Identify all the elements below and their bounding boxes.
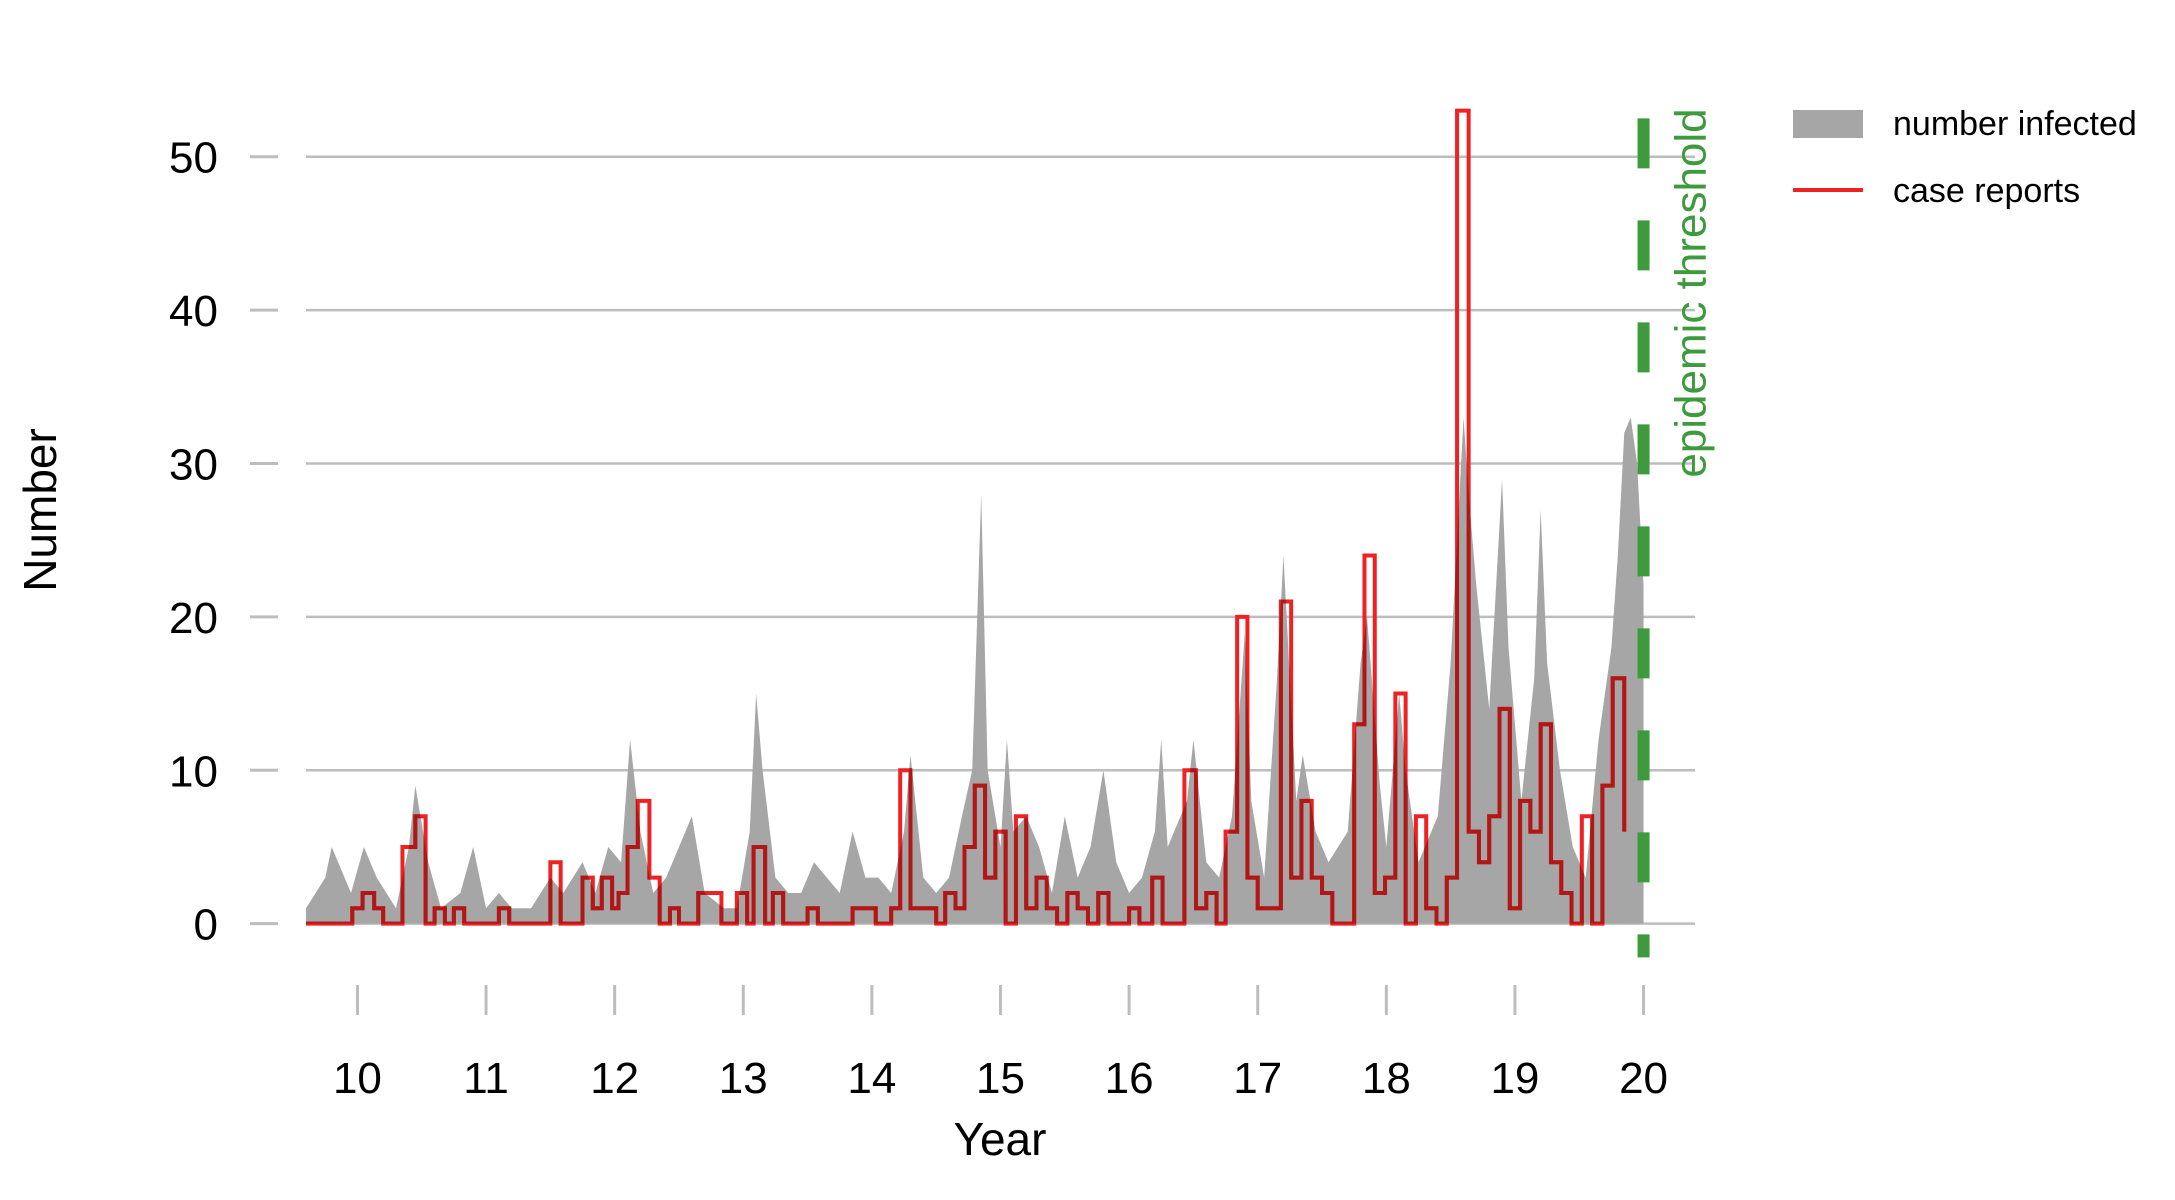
x-tick-label-12: 12 <box>590 1054 639 1103</box>
legend-label-number-infected: number infected <box>1893 105 2137 143</box>
legend-swatch-number-infected <box>1793 110 1863 138</box>
y-tick-label-30: 30 <box>169 440 218 489</box>
x-tick-label-20: 20 <box>1619 1054 1668 1103</box>
x-tick-label-10: 10 <box>333 1054 382 1103</box>
y-tick-label-50: 50 <box>169 134 218 183</box>
epidemic-threshold-label: epidemic threshold <box>1667 108 1716 477</box>
y-axis-label: Number <box>14 428 66 592</box>
series-number-infected-area <box>306 417 1644 924</box>
legend-label-case-reports: case reports <box>1893 172 2080 210</box>
y-tick-label-0: 0 <box>194 901 218 950</box>
x-tick-label-15: 15 <box>976 1054 1025 1103</box>
x-tick-label-17: 17 <box>1233 1054 1282 1103</box>
series-case-reports-line <box>306 108 1627 926</box>
x-tick-label-11: 11 <box>463 1054 509 1103</box>
x-tick-label-13: 13 <box>719 1054 768 1103</box>
x-tick-label-19: 19 <box>1490 1054 1539 1103</box>
y-tick-label-20: 20 <box>169 594 218 643</box>
x-axis-label: Year <box>954 1113 1047 1165</box>
y-tick-label-40: 40 <box>169 287 218 336</box>
series-case-reports-line-overlap <box>306 417 1627 924</box>
y-axis: 0 10 20 30 40 50 <box>169 134 278 950</box>
legend: number infected case reports <box>1793 105 2137 210</box>
x-tick-label-18: 18 <box>1362 1054 1411 1103</box>
y-tick-label-10: 10 <box>169 747 218 796</box>
x-tick-label-16: 16 <box>1105 1054 1154 1103</box>
plot-area: epidemic threshold <box>306 108 1716 958</box>
x-tick-label-14: 14 <box>847 1054 896 1103</box>
x-axis: 10 11 12 13 14 15 16 17 18 19 20 <box>333 985 1668 1103</box>
